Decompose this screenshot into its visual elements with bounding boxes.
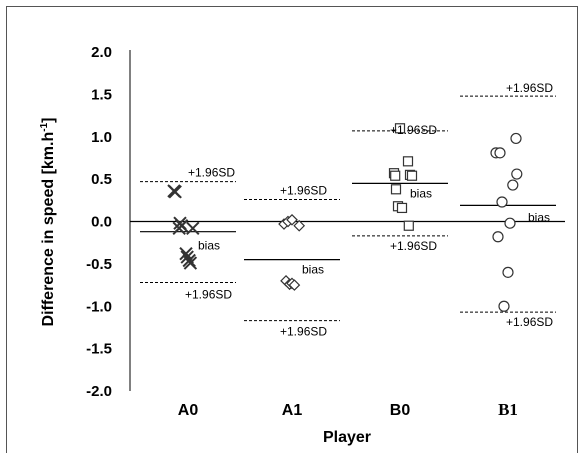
y-tick-label: -0.5 — [86, 256, 112, 273]
bias-label: bias — [410, 186, 432, 200]
upper-sd-label: +1.96SD — [280, 183, 327, 197]
circle-marker-point — [494, 147, 506, 159]
upper-sd-label: +1.96SD — [188, 166, 235, 180]
y-tick-label: 2.0 — [91, 44, 112, 61]
chart-frame — [6, 6, 578, 453]
upper-sd-label: +1.96SD — [390, 123, 437, 137]
circle-marker-point — [498, 300, 510, 312]
data-points — [167, 123, 523, 312]
bias-label: bias — [198, 239, 220, 253]
y-axis-ticks: 2.0 1.5 1.0 0.5 0.0 -0.5 -1.0 -1.5 -2.0 — [86, 44, 112, 400]
x-category-label: B1 — [498, 400, 518, 419]
x-axis-categories: A0 A1 B0 B1 — [178, 400, 518, 419]
circle-marker-point — [504, 217, 516, 229]
x-marker-stroke — [168, 185, 182, 199]
x-marker-point — [179, 246, 193, 261]
x-marker-stroke — [186, 221, 200, 235]
diamond-marker-point — [286, 213, 298, 226]
lower-sd-label: +1.96SD — [506, 315, 553, 329]
x-marker-stroke — [183, 256, 198, 270]
x-axis-title: Player — [323, 429, 371, 446]
square-marker-point — [394, 123, 406, 134]
circle-marker-point — [510, 132, 522, 145]
diamond-marker-point — [288, 279, 301, 291]
square-marker-point — [403, 220, 414, 231]
x-marker-point — [168, 185, 182, 199]
square-marker-point — [390, 170, 401, 181]
lower-sd-label: +1.96SD — [185, 288, 232, 302]
x-marker-stroke — [172, 221, 186, 235]
bias-label: bias — [302, 263, 324, 277]
x-category-label: A1 — [282, 402, 303, 419]
x-marker-stroke — [179, 246, 193, 261]
y-tick-label: -1.5 — [86, 341, 112, 358]
x-category-label: B0 — [390, 402, 411, 419]
circle-marker-point — [507, 179, 519, 191]
y-axis-title: Difference in speed [km.h-1] — [39, 118, 57, 327]
square-marker-point — [402, 156, 414, 167]
x-marker-point — [186, 221, 200, 235]
circle-marker-point — [496, 196, 508, 208]
circle-marker-point — [511, 168, 523, 180]
y-tick-label: 0.0 — [91, 214, 112, 231]
x-marker-point — [172, 221, 186, 235]
y-tick-label: -1.0 — [86, 298, 112, 315]
y-tick-label: 0.5 — [91, 171, 112, 188]
circle-marker-point — [502, 266, 514, 278]
diamond-marker-point — [293, 219, 306, 232]
lower-sd-label: +1.96SD — [390, 239, 437, 253]
square-marker-point — [406, 170, 418, 181]
circle-marker-point — [492, 231, 504, 243]
x-category-label: A0 — [178, 402, 199, 419]
lower-sd-label: +1.96SD — [280, 325, 327, 339]
square-marker-point — [390, 184, 402, 195]
line-annotations: +1.96SD bias +1.96SD +1.96SD bias +1.96SD +1.9… — [185, 81, 553, 339]
upper-sd-label: +1.96SD — [506, 81, 553, 95]
bias-label: bias — [528, 210, 550, 224]
x-marker-point — [183, 256, 198, 270]
y-tick-label: 1.0 — [91, 129, 112, 146]
y-tick-label: 1.5 — [91, 86, 112, 103]
square-marker-point — [396, 202, 408, 214]
y-tick-label: -2.0 — [86, 383, 112, 400]
